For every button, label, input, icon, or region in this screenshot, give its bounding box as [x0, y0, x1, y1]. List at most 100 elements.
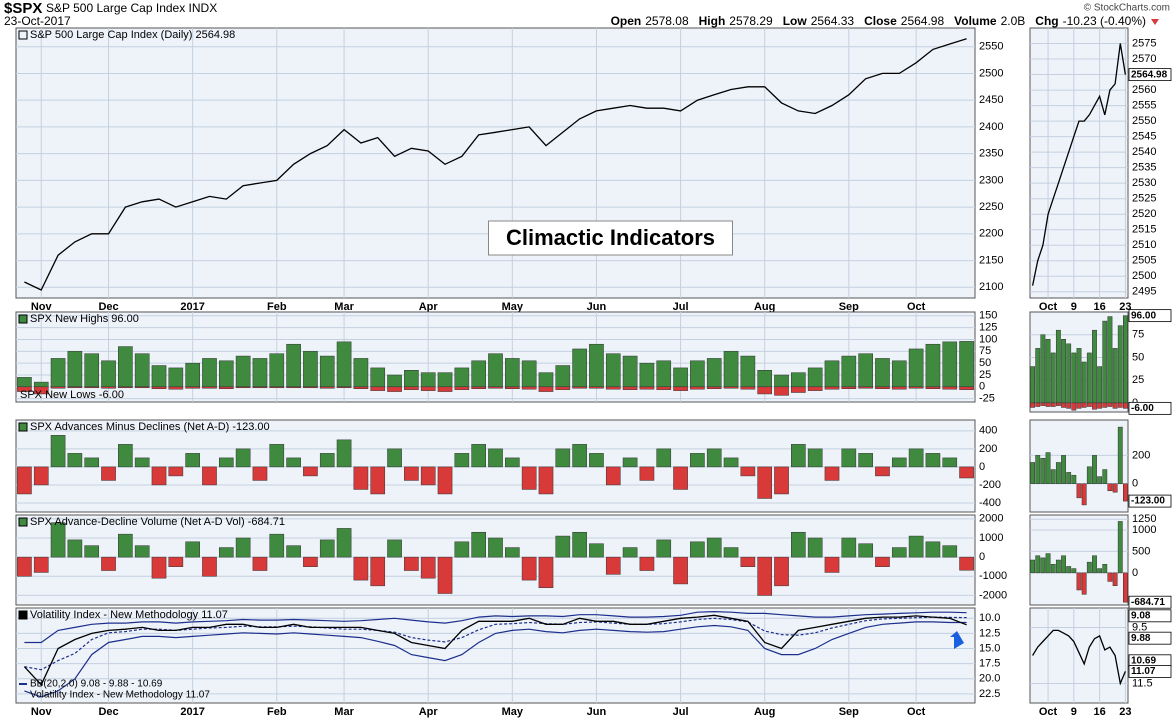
x-tick-label: 2017 — [180, 301, 204, 313]
y-tick-label: -400 — [979, 497, 1001, 509]
bar — [218, 386, 234, 389]
y-tick-label: -2000 — [979, 589, 1007, 601]
y-tick-label: 400 — [979, 425, 997, 437]
y-tick-label: 2505 — [1132, 255, 1156, 267]
bar — [1061, 402, 1066, 408]
quote-label: Open — [611, 14, 642, 28]
bar — [1086, 466, 1092, 484]
series-name: SPX Advances Minus Declines (Net A-D) -1… — [30, 421, 270, 433]
y-tick-label: 12.5 — [979, 627, 1000, 639]
bar — [353, 358, 369, 388]
bar — [1117, 325, 1123, 404]
x-tick-label: Oct — [907, 706, 926, 718]
bar — [1102, 564, 1108, 574]
y-tick-label: 2525 — [1132, 193, 1156, 205]
legend-swatch — [18, 517, 28, 527]
y-tick-label: 2450 — [979, 94, 1003, 106]
bar — [1045, 402, 1051, 407]
bar — [488, 386, 503, 389]
panel-title: S&P 500 Large Cap Index (Daily) 2564.98 — [30, 29, 235, 41]
x-tick-label: Dec — [98, 706, 118, 718]
bar — [101, 466, 116, 481]
bar — [1112, 483, 1118, 493]
bar — [404, 370, 419, 388]
bar — [387, 374, 402, 388]
bar — [858, 543, 873, 558]
bar — [50, 522, 66, 558]
bar — [387, 448, 402, 468]
bar — [959, 556, 974, 571]
bar — [202, 386, 217, 389]
bar — [1030, 559, 1035, 574]
bar — [420, 466, 436, 486]
bar — [50, 358, 66, 388]
bar — [353, 386, 369, 389]
bar — [84, 353, 100, 388]
price-line — [23, 614, 967, 686]
bar — [505, 358, 520, 388]
bar — [791, 531, 806, 558]
bar — [673, 556, 688, 585]
bar — [286, 457, 301, 468]
bar — [1112, 402, 1118, 409]
bar — [437, 386, 453, 392]
bar — [589, 453, 604, 468]
y-tick-label: 25 — [1132, 374, 1144, 386]
bar — [370, 556, 386, 587]
bar — [84, 545, 100, 558]
y-tick-label: 1250 — [1132, 513, 1156, 525]
y-tick-label: 200 — [979, 443, 997, 455]
x-tick-label: Oct — [1039, 301, 1058, 313]
bar — [589, 386, 604, 389]
bar — [673, 466, 688, 490]
bar — [891, 457, 907, 468]
bar — [521, 466, 537, 490]
bar — [235, 386, 251, 389]
bar — [1045, 553, 1051, 574]
bar — [437, 466, 453, 495]
bar — [1050, 402, 1056, 407]
bar — [605, 353, 621, 388]
x-tick-label: 16 — [1094, 706, 1106, 718]
bar — [1050, 469, 1056, 484]
bar — [757, 556, 773, 596]
bar — [891, 386, 907, 390]
y-tick-label: 2100 — [979, 281, 1003, 293]
quote-value: 2578.08 — [645, 14, 689, 28]
bar — [757, 370, 773, 388]
bar — [622, 547, 638, 558]
bar — [925, 386, 941, 389]
bar — [538, 372, 554, 388]
series-name: Volatility Index - New Methodology 11.07 — [30, 609, 228, 621]
bar — [185, 362, 200, 388]
bar — [33, 556, 49, 573]
bar — [1086, 352, 1092, 404]
x-tick-label: Nov — [31, 706, 53, 718]
y-tick-label: 2520 — [1132, 208, 1156, 220]
bar — [555, 386, 571, 390]
bar — [319, 453, 335, 468]
last-value-label: -684.71 — [1131, 597, 1165, 608]
y-tick-label: 75 — [979, 345, 991, 357]
y-tick-label: 2545 — [1132, 131, 1156, 143]
bar — [252, 466, 268, 481]
bar — [404, 556, 419, 571]
y-tick-label: 2495 — [1132, 286, 1156, 298]
plot — [16, 430, 975, 504]
symbol: $SPX — [4, 0, 42, 17]
bar — [1076, 572, 1082, 591]
quote-bar: -10.23 (-0.40%) Chg 2.0B Volume 2564.98 Close… — [611, 14, 1146, 28]
y-tick-label: 25 — [979, 369, 991, 381]
bar — [1117, 426, 1123, 484]
x-tick-label: Jun — [587, 706, 607, 718]
last-value-label: 9.08 — [1131, 610, 1151, 621]
y-tick-label: 50 — [1132, 351, 1144, 363]
bar — [622, 386, 638, 390]
bar — [959, 341, 974, 388]
y-tick-label: 2515 — [1132, 224, 1156, 236]
bar — [1081, 402, 1087, 408]
bar — [420, 556, 436, 579]
bar — [942, 386, 958, 390]
bar — [303, 351, 318, 388]
x-tick-label: Feb — [267, 706, 287, 718]
